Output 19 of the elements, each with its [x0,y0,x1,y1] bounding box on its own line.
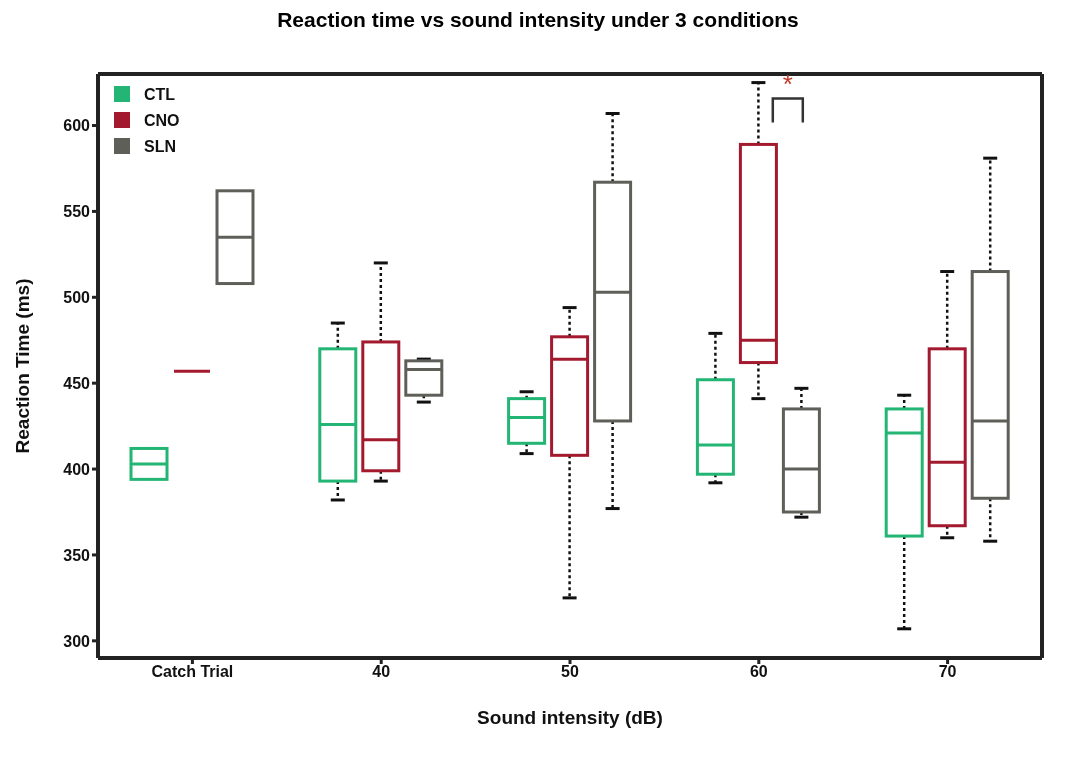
legend-label: SLN [144,138,176,155]
x-axis-title: Sound intensity (dB) [477,707,663,728]
x-tick-label: 70 [938,663,957,681]
y-tick-label: 600 [63,117,91,135]
y-tick-label: 500 [63,288,91,306]
x-tick-label: 60 [749,663,768,681]
x-tick-label: Catch Trial [151,663,234,681]
y-tick-label: 450 [63,374,91,392]
legend-label: CTL [144,86,176,103]
x-tick-label: 50 [561,663,579,681]
legend-label: CNO [144,112,180,129]
y-axis-title: Reaction Time (ms) [11,278,33,454]
x-tick-label: 40 [372,663,391,681]
y-tick-label: 550 [63,203,91,221]
y-tick-label: 400 [63,460,91,478]
chart-title: Reaction time vs sound intensity under 3 conditions [276,8,800,32]
y-tick-label: 300 [63,632,91,650]
annotation: * [782,68,793,99]
y-tick-label: 350 [63,546,91,564]
